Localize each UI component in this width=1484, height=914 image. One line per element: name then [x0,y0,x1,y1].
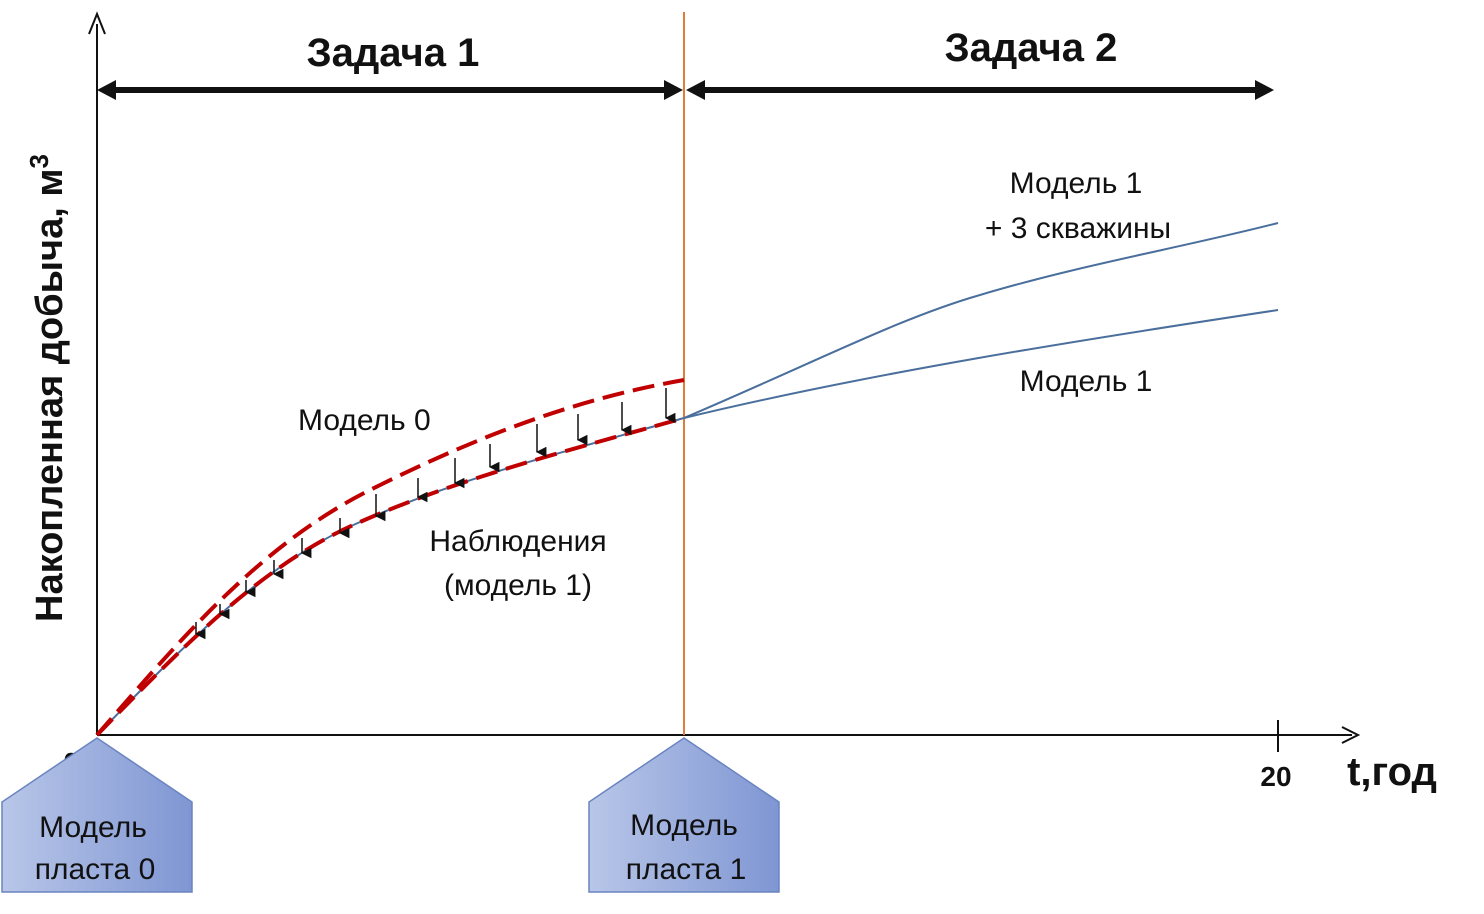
x-axis-label: t,год [1347,750,1437,794]
observation-curve [96,417,685,736]
box1-line2: пласта 1 [626,853,747,886]
y-axis-arrowhead [88,11,106,35]
model1-label: Модель 1 [1020,365,1153,398]
model0-label: Модель 0 [298,404,431,437]
model1-wells-forecast-curve [683,222,1279,419]
task1-label: Задача 1 [307,31,480,75]
model0-dashed-curve [95,378,685,737]
box1-line1: Модель [630,809,738,842]
task1-range-arrow [97,80,683,100]
model1-wells-label-line2: + 3 скважины [985,212,1171,245]
model1-forecast-curve [683,309,1279,419]
box0-line2: пласта 0 [35,853,156,886]
reservoir-model-1-box: Модель пласта 1 [588,737,780,893]
task2-label: Задача 2 [945,26,1118,70]
correction-arrows [194,388,676,640]
observation-dashed-overlay [95,416,685,737]
tick-label-20: 20 [1260,761,1291,792]
reservoir-model-0-box: Модель пласта 0 [1,737,193,893]
model1-wells-label-line1: Модель 1 [1010,167,1143,200]
y-axis-label: Накопленная добыча, м3 [24,154,71,622]
observations-label-line2: (модель 1) [444,569,592,602]
x-axis-arrowhead [1341,726,1361,744]
observations-label-line1: Наблюдения [429,525,606,558]
box0-line1: Модель [39,811,147,844]
task2-range-arrow [686,80,1274,100]
